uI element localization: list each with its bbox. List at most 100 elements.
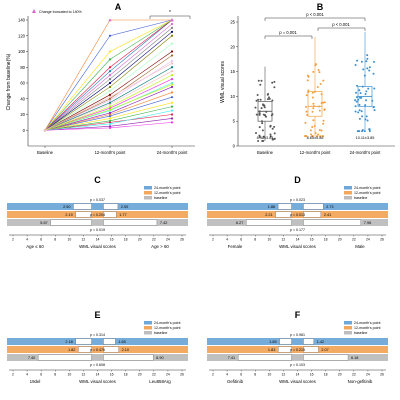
- data-point: [170, 30, 174, 33]
- data-point: [108, 74, 112, 77]
- panel-letter: C: [94, 175, 101, 185]
- data-point: [170, 26, 174, 29]
- x-tick-label: 6: [40, 238, 42, 242]
- data-point: [108, 97, 112, 100]
- group-right-label: Age > 60: [151, 244, 169, 249]
- stat-label: 10.11±3.85: [356, 136, 375, 140]
- data-point: [170, 121, 174, 124]
- left-bar: [237, 354, 292, 361]
- score-dot: [255, 131, 258, 134]
- x-tick-label: 22: [152, 373, 156, 377]
- data-point: [170, 74, 174, 77]
- truncated-marker: [108, 18, 112, 22]
- legend-label: baseline: [154, 331, 167, 335]
- left-value: 2.19: [65, 213, 72, 217]
- panel-b-stats: 8.48±3.84 8.65±5.86 10.11±3.85: [257, 136, 375, 140]
- score-dot: [364, 104, 367, 107]
- x-tick-label: 12-month's point: [95, 150, 127, 155]
- panel-a-ylabel: Change from baseline(%): [6, 53, 12, 110]
- right-value: 2.10: [122, 348, 129, 352]
- right-value: 7.96: [364, 221, 371, 225]
- y-tick-label: 80: [20, 65, 25, 70]
- data-point: [170, 96, 174, 99]
- score-dot: [368, 128, 371, 131]
- x-tick-label: 8: [254, 373, 256, 377]
- score-dot: [358, 109, 361, 112]
- x-tick-label: 4: [226, 373, 228, 377]
- legend-label: 24-month's point: [154, 321, 180, 325]
- score-dot: [255, 99, 258, 102]
- x-tick-label: 6: [240, 373, 242, 377]
- right-value: 1.77: [119, 213, 126, 217]
- left-bar: [78, 346, 92, 353]
- data-point: [170, 77, 174, 81]
- score-dot: [261, 122, 264, 125]
- data-point: [108, 89, 112, 92]
- x-tick-label: 10: [67, 373, 71, 377]
- patient-line: [44, 23, 173, 131]
- legend-swatch: [344, 321, 352, 325]
- data-point: [170, 83, 174, 86]
- score-dot: [258, 134, 261, 137]
- score-dot: [273, 137, 276, 140]
- data-point: [170, 109, 174, 112]
- band-1: [7, 211, 188, 218]
- score-dot: [312, 107, 315, 110]
- score-dot: [361, 115, 364, 118]
- p-top: p = 0.023: [290, 198, 305, 202]
- legend-swatch: [144, 186, 152, 190]
- x-tick-label: 10: [267, 373, 271, 377]
- panel-a-letter: A: [115, 2, 122, 12]
- score-dot: [311, 135, 314, 138]
- group-right-label: Male: [355, 244, 365, 249]
- p-mid: p = 0.215: [290, 348, 305, 352]
- left-bar: [275, 211, 292, 218]
- data-point: [108, 101, 112, 104]
- score-dot: [355, 91, 358, 94]
- x-axis-label: WML visual scores: [279, 244, 316, 249]
- score-dot: [365, 60, 368, 63]
- data-point: [108, 99, 112, 102]
- right-bar: [303, 203, 324, 210]
- data-point: [108, 117, 112, 120]
- score-dot: [311, 110, 314, 113]
- p-mid: p = 0.476: [90, 348, 105, 352]
- y-tick-label: 5: [233, 119, 236, 124]
- score-dot: [305, 135, 308, 138]
- panel-b-letter: B: [317, 2, 324, 12]
- data-point: [108, 70, 112, 73]
- x-tick-label: 26: [180, 373, 184, 377]
- score-dot: [365, 115, 368, 118]
- score-dot: [318, 71, 321, 74]
- score-dot: [304, 121, 307, 124]
- score-dot: [306, 79, 309, 82]
- score-dot: [312, 70, 315, 73]
- x-tick-label: 14: [296, 238, 300, 242]
- data-point: [108, 81, 112, 85]
- x-tick-label: 18: [124, 238, 128, 242]
- band-0: [207, 203, 388, 210]
- x-tick-label: 24-month's point: [350, 150, 382, 155]
- score-dot: [357, 111, 360, 114]
- panel-letter: D: [294, 175, 301, 185]
- right-bar: [103, 219, 158, 226]
- score-dot: [373, 87, 376, 90]
- x-tick-label: 14: [96, 373, 100, 377]
- right-bar: [103, 354, 154, 361]
- panel-b-ylabel: WML visual scores: [220, 61, 226, 103]
- score-dot: [354, 64, 357, 67]
- right-value: 2.07: [321, 348, 328, 352]
- legend-swatch: [344, 186, 352, 190]
- score-dot: [359, 92, 362, 95]
- score-dot: [323, 108, 326, 111]
- score-dot: [354, 99, 357, 102]
- panel-letter: F: [295, 310, 301, 320]
- legend-swatch: [144, 191, 152, 195]
- score-dot: [255, 113, 258, 116]
- x-tick-label: 16: [310, 238, 314, 242]
- data-point: [108, 93, 112, 96]
- x-tick-label: 22: [352, 238, 356, 242]
- score-dot: [322, 119, 325, 122]
- legend-swatch: [144, 331, 152, 335]
